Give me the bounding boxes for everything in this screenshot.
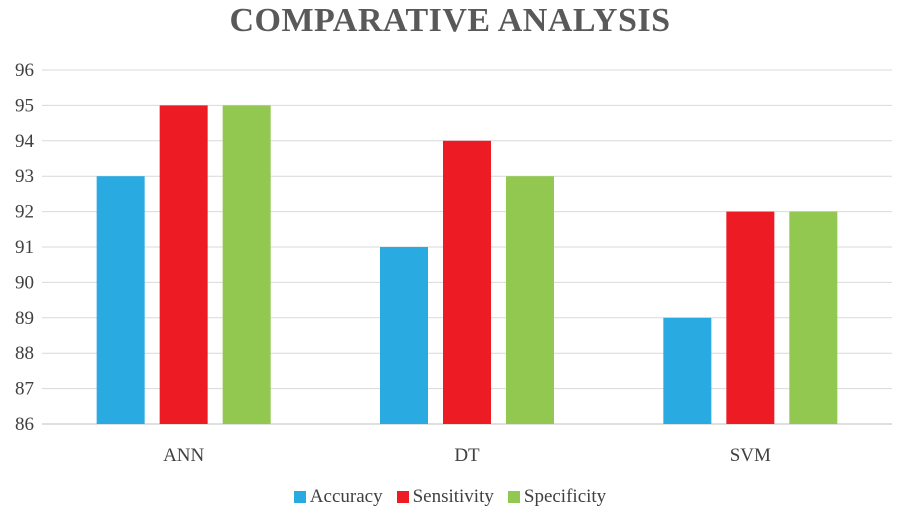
y-tick-label: 93 xyxy=(15,166,34,187)
bar-specificity-svm xyxy=(789,211,838,424)
legend-item-specificity: Specificity xyxy=(507,486,607,508)
legend-swatch xyxy=(396,491,409,503)
y-tick-label: 91 xyxy=(15,237,34,258)
legend-label: Sensitivity xyxy=(412,486,494,507)
x-category-label: DT xyxy=(454,445,480,466)
y-tick-label: 96 xyxy=(15,60,34,81)
bar-sensitivity-dt xyxy=(443,140,491,425)
y-tick-label: 90 xyxy=(15,272,34,293)
bar-sensitivity-svm xyxy=(726,211,775,424)
legend-swatch xyxy=(507,491,520,503)
bar-accuracy-svm xyxy=(663,317,712,424)
bar-sensitivity-ann xyxy=(159,105,208,425)
y-tick-label: 88 xyxy=(15,343,34,364)
legend-label: Accuracy xyxy=(309,486,383,507)
legend-item-sensitivity: Sensitivity xyxy=(396,486,494,508)
legend-swatch xyxy=(293,491,306,503)
legend: Accuracy Sensitivity Specificity xyxy=(0,486,900,508)
x-category-label: SVM xyxy=(730,445,771,466)
bar-accuracy-dt xyxy=(380,247,428,424)
bar-specificity-dt xyxy=(506,176,554,424)
legend-label: Specificity xyxy=(523,486,607,507)
y-tick-label: 92 xyxy=(15,202,34,223)
y-tick-label: 94 xyxy=(15,131,35,152)
legend-item-accuracy: Accuracy xyxy=(293,486,383,508)
bar-accuracy-ann xyxy=(96,176,145,424)
y-tick-label: 87 xyxy=(15,379,34,400)
x-category-label: ANN xyxy=(163,445,204,466)
chart-title: COMPARATIVE ANALYSIS xyxy=(229,2,671,39)
bar-specificity-ann xyxy=(222,105,271,425)
y-tick-label: 89 xyxy=(15,308,34,329)
y-tick-label: 86 xyxy=(15,414,34,435)
plot-area: 86 87 88 89 90 91 92 93 94 95 96 ANN DT SVM xyxy=(15,60,892,466)
y-tick-label: 95 xyxy=(15,95,34,116)
